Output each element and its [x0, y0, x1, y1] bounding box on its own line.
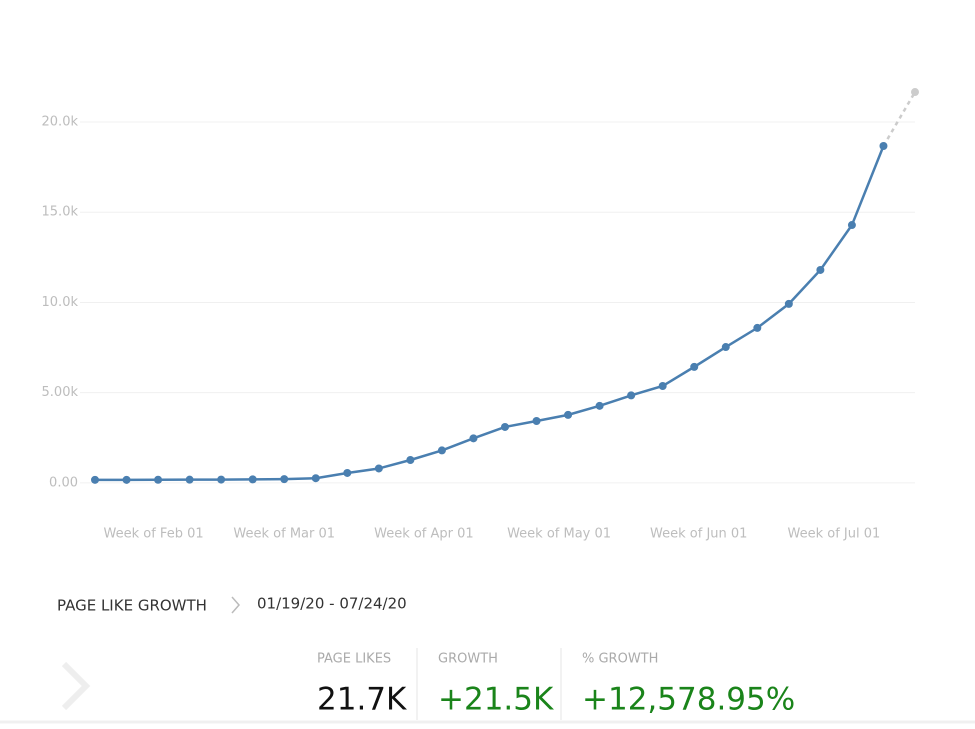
- x-tick-label: Week of Mar 01: [233, 527, 335, 542]
- point: [217, 475, 226, 484]
- x-tick-label: Week of Jul 01: [788, 527, 881, 542]
- point: [879, 141, 888, 150]
- point: [501, 422, 509, 431]
- stat-value: +21.5K: [438, 682, 554, 718]
- y-tick-label: 0.00: [49, 475, 78, 490]
- point: [122, 475, 131, 484]
- stat-value: 21.7K: [317, 682, 407, 718]
- x-tick-label: Week of May 01: [507, 527, 611, 542]
- point: [753, 323, 762, 332]
- stat-label: GROWTH: [438, 652, 498, 667]
- point: [595, 401, 604, 410]
- stat-value: +12,578.95%: [582, 682, 795, 718]
- point: [627, 391, 636, 400]
- y-tick-label: 5.00k: [42, 385, 79, 400]
- point: [248, 475, 257, 484]
- stat-label: PAGE LIKES: [317, 652, 391, 667]
- point: [532, 417, 541, 426]
- point: [847, 221, 856, 230]
- point: [564, 410, 573, 419]
- point: [911, 88, 919, 97]
- point: [469, 434, 478, 443]
- x-tick-label: Week of Feb 01: [104, 527, 204, 542]
- x-tick-label: Week of Jun 01: [650, 527, 747, 542]
- point: [154, 475, 163, 484]
- point: [91, 475, 99, 484]
- point: [311, 474, 320, 483]
- y-tick-label: 20.0k: [42, 114, 79, 129]
- point: [816, 265, 825, 274]
- point: [343, 468, 352, 477]
- point: [690, 362, 699, 371]
- projected-line: [882, 91, 917, 147]
- point: [437, 446, 446, 455]
- y-tick-label: 15.0k: [42, 205, 79, 220]
- line: [95, 145, 885, 482]
- point: [374, 464, 383, 473]
- point: [185, 475, 194, 484]
- point: [784, 299, 793, 308]
- point: [406, 455, 415, 464]
- stat-label: % GROWTH: [582, 652, 658, 667]
- point: [658, 381, 667, 390]
- breadcrumb-chevron: [231, 596, 240, 614]
- date-range: 01/19/20 - 07/24/20: [257, 595, 407, 613]
- section-title: PAGE LIKE GROWTH: [57, 597, 207, 615]
- point: [280, 475, 289, 484]
- y-tick-label: 10.0k: [42, 295, 79, 310]
- x-tick-label: Week of Apr 01: [374, 527, 474, 542]
- point: [721, 343, 730, 352]
- next-chevron[interactable]: [61, 661, 91, 711]
